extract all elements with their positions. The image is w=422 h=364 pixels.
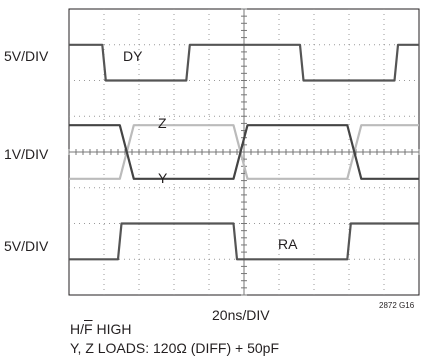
trace-label-dy: DY (123, 48, 143, 64)
scale-label-ra: 5V/DIV (4, 238, 49, 254)
trace-dy (69, 43, 419, 82)
note-1-suffix: HIGH (92, 321, 132, 337)
scale-label-yz: 1V/DIV (4, 146, 49, 162)
x-axis-label: 20ns/DIV (212, 307, 270, 323)
note-1-overbar-f: F (84, 321, 93, 337)
scale-label-dy: 5V/DIV (4, 48, 49, 64)
trace-labels: DY Z Y RA (123, 48, 298, 252)
note-line-2: Y, Z LOADS: 120Ω (DIFF) + 50pF (70, 340, 280, 356)
trace-label-ra: RA (278, 236, 298, 252)
traces (69, 43, 419, 261)
figure-id: 2872 G16 (379, 301, 415, 310)
trace-label-z: Z (158, 115, 167, 131)
note-line-1: H/F HIGH (70, 321, 131, 337)
trace-ra (69, 222, 419, 261)
note-1-prefix: H/ (70, 321, 84, 337)
trace-y (69, 124, 419, 180)
trace-label-y: Y (158, 170, 168, 186)
